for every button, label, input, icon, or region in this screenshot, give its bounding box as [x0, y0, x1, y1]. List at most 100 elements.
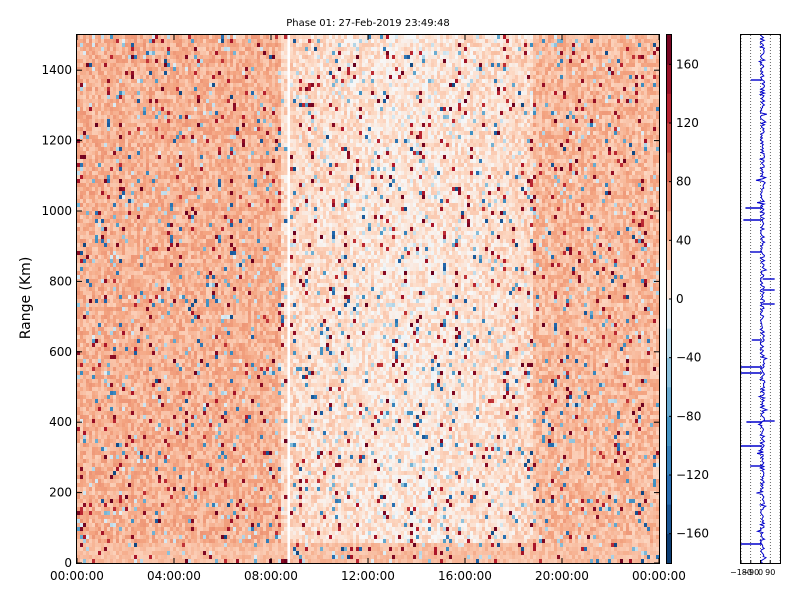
heatmap-cell — [170, 543, 173, 547]
heatmap-cell — [182, 459, 185, 463]
heatmap-cell — [176, 543, 179, 547]
heatmap-cell — [149, 187, 152, 191]
heatmap-cell — [80, 359, 83, 363]
heatmap-cell — [137, 51, 140, 55]
heatmap-cell — [83, 387, 86, 391]
heatmap-cell — [137, 67, 140, 71]
heatmap-cell — [110, 539, 113, 543]
heatmap-cell — [179, 471, 182, 475]
heatmap-cell — [125, 55, 128, 59]
heatmap-cell — [140, 147, 143, 151]
heatmap-cell — [92, 411, 95, 415]
heatmap-cell — [95, 359, 98, 363]
heatmap-cell — [152, 55, 155, 59]
heatmap-cell — [104, 151, 107, 155]
heatmap-cell — [77, 59, 80, 63]
heatmap-cell — [185, 519, 188, 523]
heatmap-cell — [128, 391, 131, 395]
heatmap-cell — [173, 283, 176, 287]
heatmap-cell — [149, 519, 152, 523]
heatmap-cell — [113, 203, 116, 207]
heatmap-cell — [185, 283, 188, 287]
heatmap-cell — [86, 403, 89, 407]
heatmap-cell — [158, 155, 161, 159]
heatmap-cell — [167, 431, 170, 435]
heatmap-cell — [86, 255, 89, 259]
heatmap-cell — [89, 167, 92, 171]
heatmap-cell — [152, 103, 155, 107]
heatmap-cell — [116, 543, 119, 547]
heatmap-cell — [179, 559, 182, 563]
heatmap-cell — [131, 303, 134, 307]
heatmap-cell — [110, 295, 113, 299]
heatmap-cell — [188, 227, 191, 231]
heatmap-cell — [137, 519, 140, 523]
heatmap-cell — [95, 131, 98, 135]
heatmap-cell — [134, 423, 137, 427]
heatmap-cell — [161, 59, 164, 63]
heatmap-cell — [107, 115, 110, 119]
heatmap-cell — [80, 187, 83, 191]
heatmap-cell — [170, 211, 173, 215]
heatmap-cell — [77, 263, 80, 267]
heatmap-cell — [98, 519, 101, 523]
heatmap-cell — [152, 179, 155, 183]
heatmap-cell — [122, 367, 125, 371]
heatmap-cell — [185, 47, 188, 51]
heatmap-cell — [122, 251, 125, 255]
heatmap-cell — [161, 391, 164, 395]
heatmap-cell — [179, 519, 182, 523]
heatmap-cell — [134, 359, 137, 363]
heatmap-cell — [101, 239, 104, 243]
heatmap-cell — [188, 243, 191, 247]
heatmap-cell — [95, 231, 98, 235]
heatmap-cell — [137, 123, 140, 127]
heatmap-cell — [104, 203, 107, 207]
heatmap-cell — [188, 167, 191, 171]
heatmap-cell — [188, 287, 191, 291]
heatmap-cell — [158, 279, 161, 283]
heatmap-cell — [107, 159, 110, 163]
heatmap-cell — [77, 343, 80, 347]
heatmap-cell — [89, 303, 92, 307]
heatmap-cell — [92, 359, 95, 363]
heatmap-cell — [116, 83, 119, 87]
heatmap-cell — [146, 195, 149, 199]
heatmap-cell — [152, 447, 155, 451]
heatmap-cell — [170, 135, 173, 139]
heatmap-cell — [161, 423, 164, 427]
heatmap-cell — [107, 295, 110, 299]
heatmap-cell — [137, 291, 140, 295]
heatmap-cell — [80, 183, 83, 187]
heatmap-cell — [179, 211, 182, 215]
heatmap-cell — [152, 311, 155, 315]
heatmap-cell — [170, 315, 173, 319]
heatmap-cell — [164, 435, 167, 439]
heatmap-cell — [149, 263, 152, 267]
heatmap-cell — [179, 311, 182, 315]
heatmap-cell — [113, 391, 116, 395]
heatmap-cell — [155, 159, 158, 163]
heatmap-cell — [83, 335, 86, 339]
heatmap-cell — [173, 551, 176, 555]
heatmap-cell — [113, 483, 116, 487]
heatmap-cell — [167, 535, 170, 539]
heatmap-cell — [188, 475, 191, 479]
heatmap-cell — [89, 471, 92, 475]
heatmap-cell — [131, 511, 134, 515]
heatmap-cell — [83, 403, 86, 407]
heatmap-cell — [113, 387, 116, 391]
heatmap-cell — [167, 203, 170, 207]
heatmap-cell — [155, 211, 158, 215]
heatmap-cell — [83, 315, 86, 319]
heatmap-cell — [95, 139, 98, 143]
heatmap-cell — [164, 507, 167, 511]
heatmap-cell — [101, 299, 104, 303]
heatmap-cell — [143, 519, 146, 523]
heatmap-cell — [140, 367, 143, 371]
heatmap-cell — [176, 555, 179, 559]
heatmap-cell — [134, 227, 137, 231]
heatmap-cell — [146, 107, 149, 111]
heatmap-cell — [167, 459, 170, 463]
heatmap-cell — [155, 151, 158, 155]
